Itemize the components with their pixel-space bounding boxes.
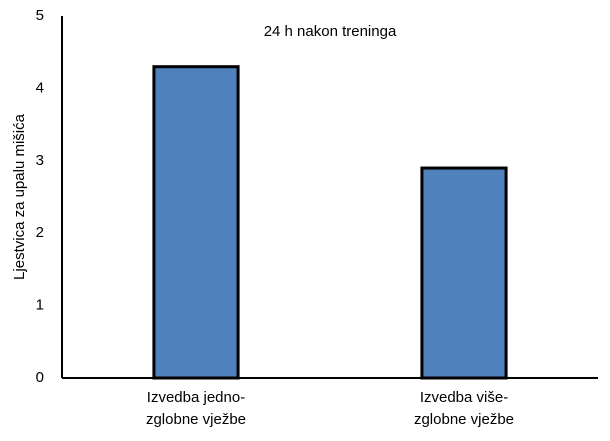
bar bbox=[152, 65, 240, 380]
y-tick-label: 5 bbox=[36, 7, 44, 24]
y-tick-label: 4 bbox=[36, 79, 44, 96]
chart-title: 24 h nakon treninga bbox=[264, 23, 397, 40]
y-tick-label: 0 bbox=[36, 369, 44, 386]
bar bbox=[420, 166, 508, 380]
x-tick-label: Izvedba jedno-zglobne vježbe bbox=[146, 389, 246, 428]
y-tick-label: 2 bbox=[36, 224, 44, 241]
x-tick-label: Izvedba više-zglobne vježbe bbox=[414, 389, 514, 428]
y-tick-label: 3 bbox=[36, 152, 44, 169]
y-axis-label: Ljestvica za upalu mišića bbox=[11, 113, 28, 280]
y-tick-label: 1 bbox=[36, 297, 44, 314]
